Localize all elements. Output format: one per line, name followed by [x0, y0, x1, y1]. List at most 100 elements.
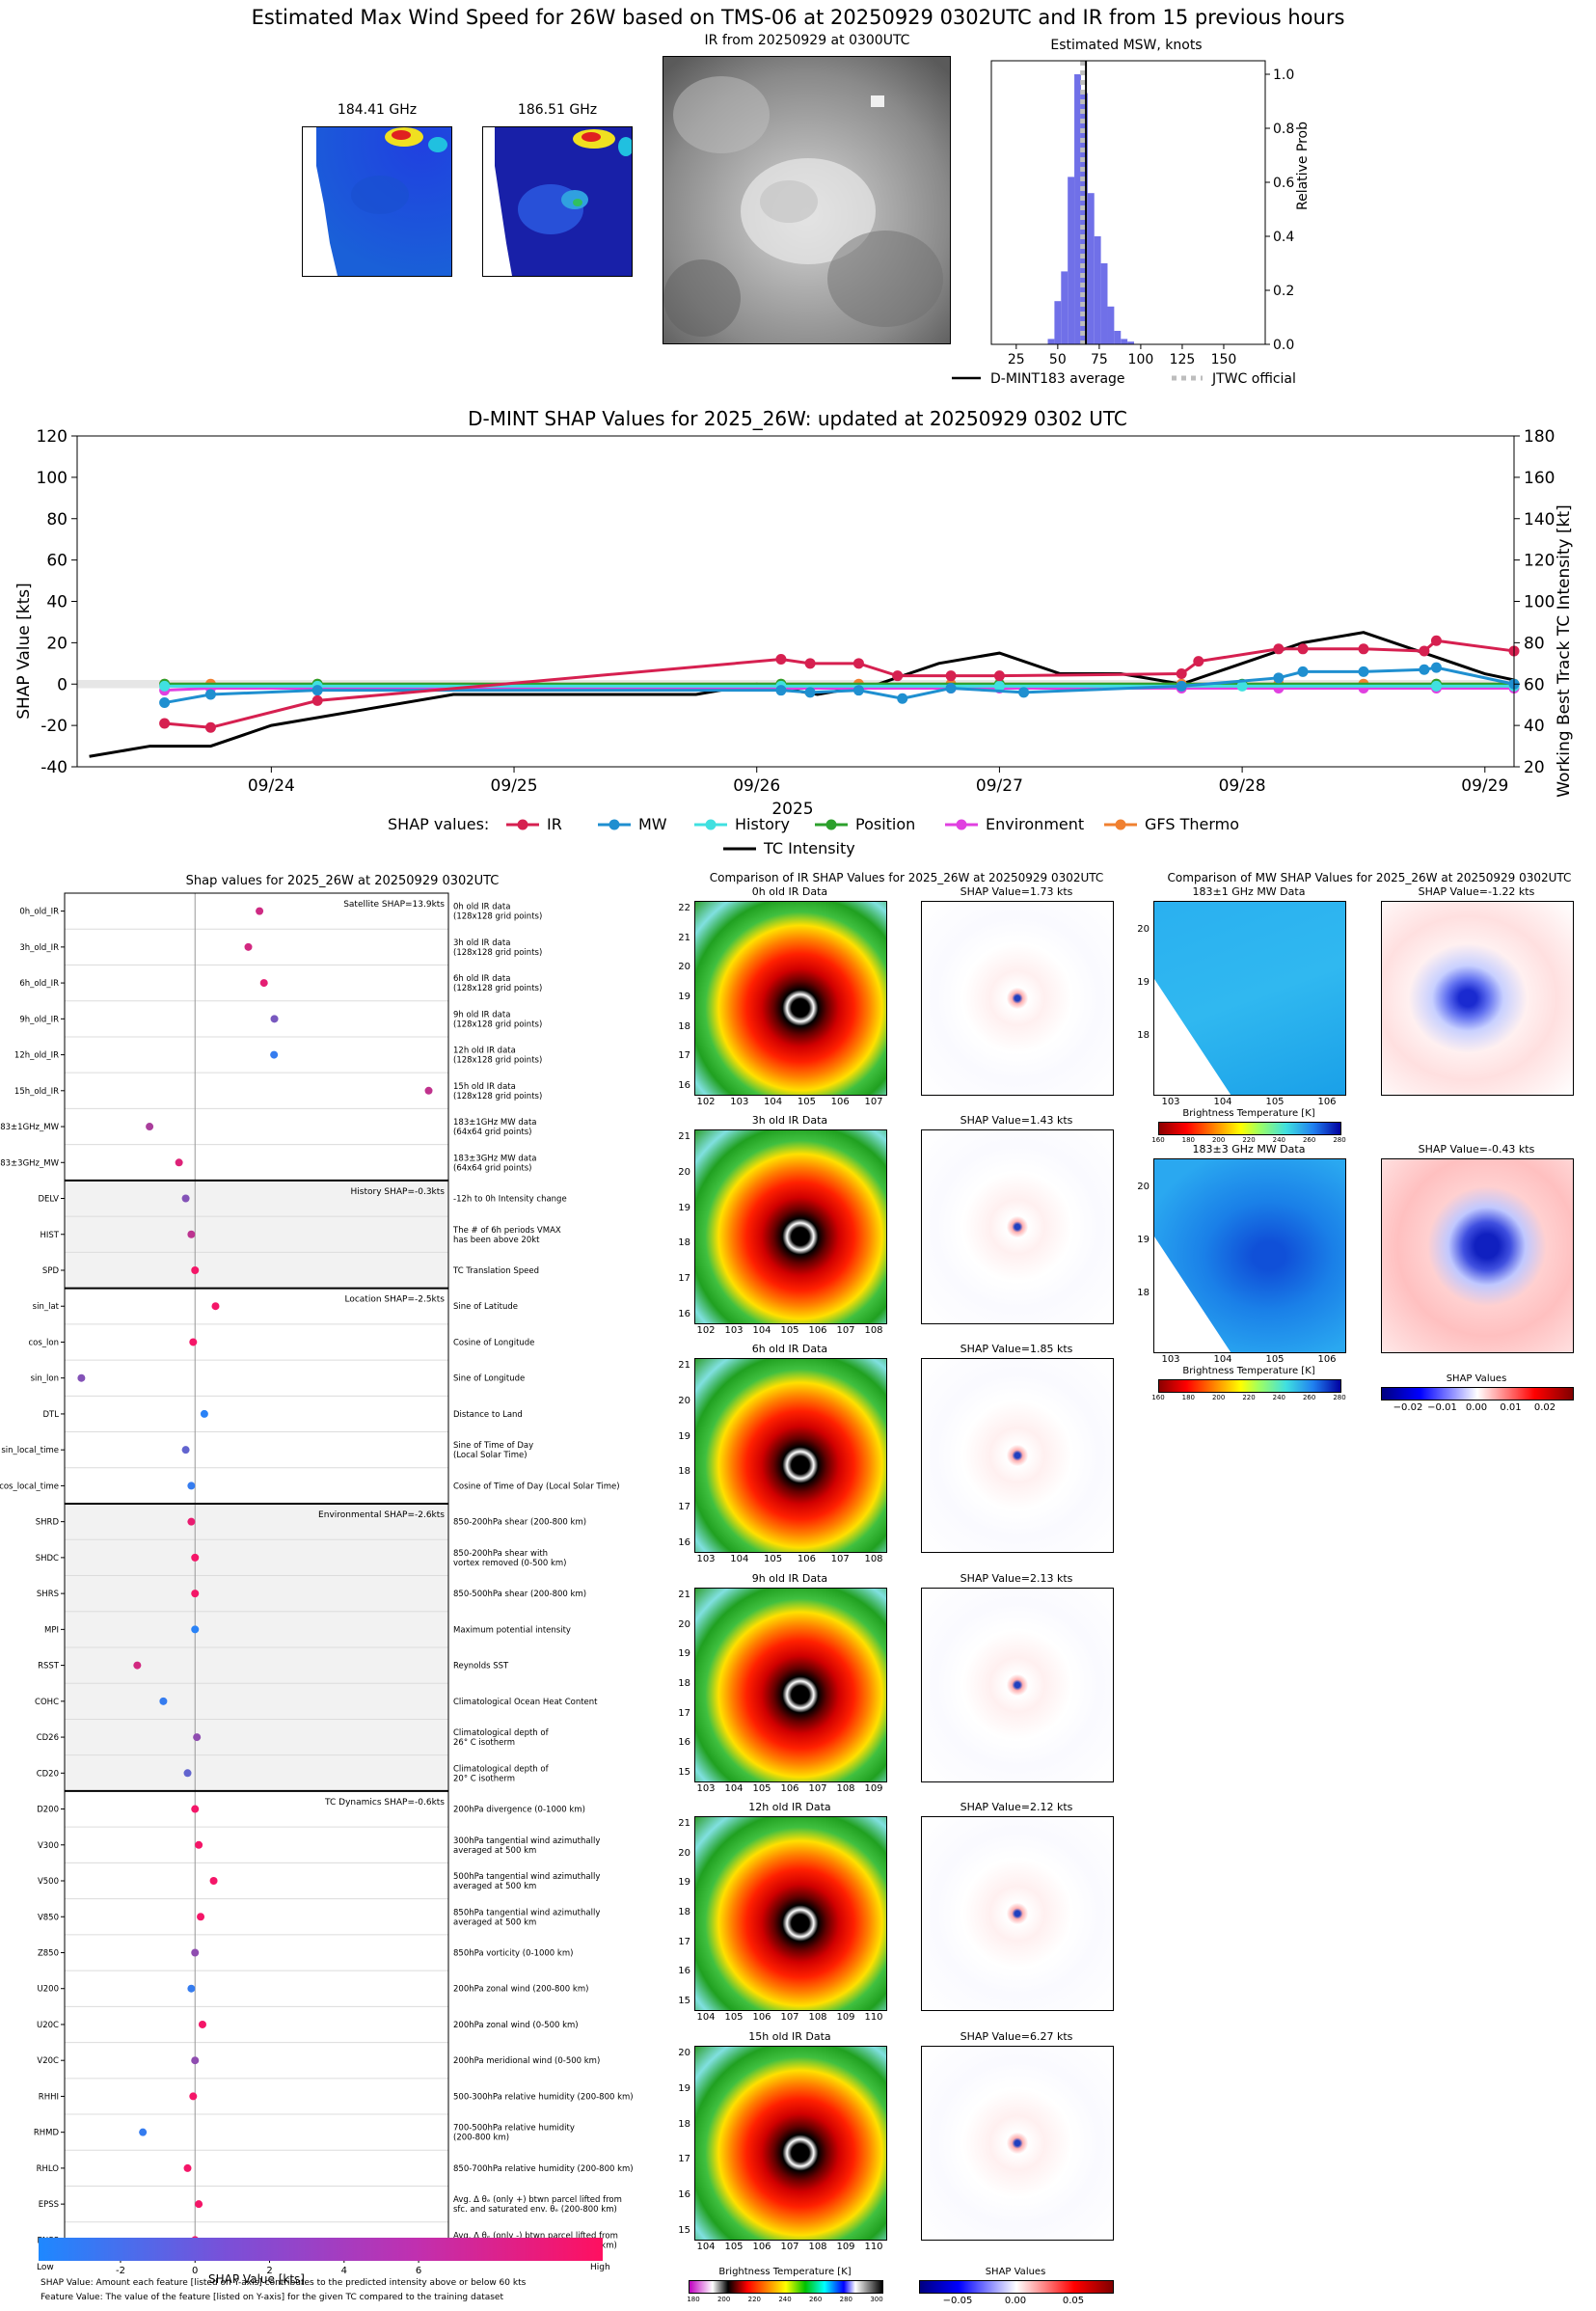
ir-x-tick: 103: [696, 1783, 716, 1794]
histogram-bar: [1127, 341, 1135, 344]
histogram-bar: [1107, 306, 1115, 344]
ir-x-tick: 104: [696, 2242, 716, 2252]
feature-desc: (200-800 km): [453, 2134, 509, 2143]
ir-shap-panel: [921, 901, 1114, 1096]
summary-title: Shap values for 2025_26W at 20250929 030…: [186, 874, 500, 888]
mw-cbar-label: Brightness Temperature [K]: [1182, 1366, 1315, 1376]
ir-x-tick: 109: [836, 2242, 855, 2252]
feature-label: RHHI: [39, 2092, 59, 2102]
ir-y-tick: 17: [678, 1707, 690, 1719]
msw-title: Estimated MSW, knots: [1050, 38, 1202, 53]
shap-point: [187, 1984, 196, 1993]
series-point-history: [1236, 680, 1248, 692]
ir-image-panel: [694, 1129, 887, 1324]
shap-point: [187, 1230, 196, 1238]
feature-desc: averaged at 500 km: [453, 1882, 536, 1891]
series-point-ir: [1430, 635, 1442, 646]
summary-note-1: SHAP Value: Amount each feature [listed …: [41, 2278, 527, 2288]
feature-label: U200: [38, 1985, 59, 1995]
feature-label: V20C: [37, 2056, 59, 2066]
ir-y-tick: 18: [678, 1678, 690, 1689]
y-tick-label: 0.8: [1273, 122, 1294, 137]
ir-y-tick: 15: [678, 2225, 690, 2236]
mw-row-shap: SHAP Value=-0.43 kts: [1418, 1143, 1535, 1156]
feature-desc: 0h old IR data: [453, 903, 510, 912]
ir-y-tick: 21: [678, 1131, 690, 1142]
mw-cbar-tick: 160: [1151, 1136, 1165, 1144]
ir-shap-panel: [921, 1129, 1114, 1324]
legend-marker-history: [705, 819, 717, 830]
ir-cbar-tick: 220: [747, 2296, 762, 2303]
feature-label: V500: [38, 1877, 59, 1887]
ir-y-tick: 17: [678, 1050, 690, 1062]
feature-desc: has been above 20kt: [453, 1236, 540, 1245]
series-point-ir: [1193, 656, 1204, 667]
series-point-ir: [1297, 643, 1309, 655]
y-tick-label-left: 40: [46, 593, 68, 612]
series-point-mw: [775, 685, 787, 696]
group-label: Satellite SHAP=13.9kts: [343, 900, 445, 910]
shap-point: [195, 1840, 203, 1849]
feature-desc: Reynolds SST: [453, 1662, 509, 1672]
legend-label-gfs-thermo: GFS Thermo: [1145, 815, 1239, 833]
ir-shap-cbar-tick: 0.05: [1062, 2296, 1085, 2306]
legend-marker-gfs-thermo: [1115, 819, 1126, 830]
mw-y-tick: 19: [1137, 1235, 1150, 1245]
feature-desc: sfc. and saturated env. θₑ (200-800 km): [453, 2205, 617, 2215]
ir-x-tick: 108: [864, 1325, 883, 1336]
feature-label: CD26: [37, 1733, 59, 1743]
feature-desc: (128x128 grid points): [453, 912, 542, 922]
ir-shap-panel: [921, 1358, 1114, 1553]
shap-point: [197, 1913, 205, 1921]
ir-x-tick: 104: [724, 1783, 744, 1794]
y-tick-label-left: 80: [46, 510, 68, 530]
shap-point: [191, 1948, 200, 1957]
ir-y-tick: 20: [678, 962, 690, 973]
feature-label: SHRD: [36, 1518, 60, 1528]
feature-label: 6h_old_IR: [19, 979, 59, 989]
x-tick-label: 75: [1091, 352, 1108, 367]
ir-y-tick: 21: [678, 1818, 690, 1829]
ir-shap-cbar-tick: 0.00: [1004, 2296, 1027, 2306]
feature-label: 15h_old_IR: [14, 1087, 59, 1097]
series-point-ir: [993, 670, 1005, 682]
shap-point: [183, 2163, 192, 2172]
feature-desc: (128x128 grid points): [453, 984, 542, 993]
ir-x-tick: 106: [752, 2242, 771, 2252]
mw-shap-panel: [1381, 901, 1574, 1096]
y-tick-label-left: 100: [37, 469, 68, 488]
feature-label: sin_lon: [31, 1374, 59, 1384]
mw-x-tick: 106: [1317, 1097, 1337, 1107]
mw-x-tick: 103: [1161, 1097, 1180, 1107]
ir-x-tick: 103: [724, 1325, 744, 1336]
ir-x-tick: 103: [696, 1554, 716, 1564]
histogram-bar: [1061, 271, 1069, 344]
ir-x-tick: 107: [830, 1554, 850, 1564]
ir-y-tick: 19: [678, 1202, 690, 1213]
ir-row-shap: SHAP Value=1.43 kts: [960, 1114, 1073, 1127]
mw-shap-cbar-label: SHAP Values: [1446, 1373, 1507, 1384]
feature-desc: 3h old IR data: [453, 938, 510, 948]
series-point-mw: [1430, 662, 1442, 673]
y-tick-label: 1.0: [1273, 68, 1294, 83]
series-point-ir: [1419, 645, 1430, 657]
ir-cbar-tick: 240: [778, 2296, 792, 2303]
legend-jtwc-label: JTWC official: [1211, 371, 1296, 387]
ir-row-shap: SHAP Value=6.27 kts: [960, 2030, 1073, 2043]
series-point-ir: [159, 718, 171, 729]
feature-desc: 200hPa meridional wind (0-500 km): [453, 2056, 600, 2066]
ir-x-tick: 103: [730, 1097, 749, 1107]
feature-desc: 850-200hPa shear (200-800 km): [453, 1518, 586, 1528]
mw2-title: 186.51 GHz: [517, 102, 598, 118]
feature-label: EPSS: [39, 2200, 59, 2210]
group-label: Location SHAP=-2.5kts: [344, 1295, 445, 1305]
feature-label: sin_lat: [33, 1302, 60, 1312]
ir-x-tick: 108: [836, 1783, 855, 1794]
x-tick-label: 09/24: [248, 776, 295, 796]
shap-point: [181, 1194, 190, 1203]
mw-cbar-tick: 260: [1302, 1394, 1316, 1401]
group-label: History SHAP=-0.3kts: [351, 1187, 446, 1197]
ir-y-tick: 15: [678, 1767, 690, 1778]
histogram-bar: [1054, 301, 1062, 344]
feature-label: 183±3GHz_MW: [0, 1158, 60, 1168]
